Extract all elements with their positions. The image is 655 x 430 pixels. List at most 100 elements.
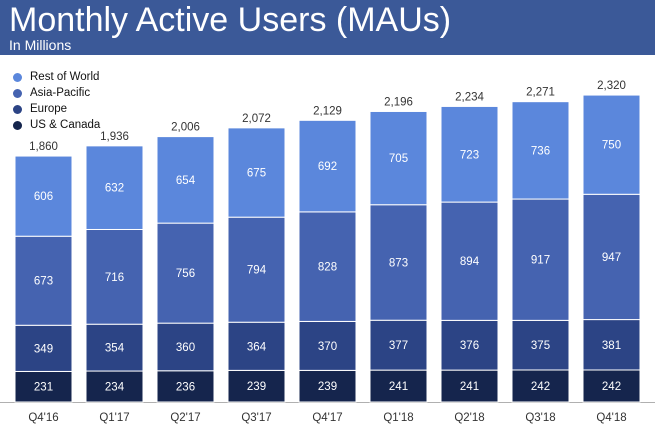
legend-swatch-europe xyxy=(13,104,22,114)
data-label: 236 xyxy=(176,381,195,393)
data-label: 675 xyxy=(247,168,266,180)
data-label: 239 xyxy=(247,381,266,393)
data-label: 716 xyxy=(105,272,124,284)
data-label: 376 xyxy=(460,340,479,352)
data-label: 364 xyxy=(247,341,267,353)
data-label: 654 xyxy=(176,175,196,187)
x-tick-label: Q4'16 xyxy=(28,412,58,424)
x-tick-label: Q2'17 xyxy=(170,412,200,424)
data-label: 606 xyxy=(34,191,53,203)
data-label: 632 xyxy=(105,183,124,195)
bar-segment-us-canada xyxy=(582,369,641,403)
data-label: 242 xyxy=(602,381,621,393)
bar-segment-europe xyxy=(298,320,357,371)
bar-segment-asia-pacific xyxy=(85,228,144,325)
total-label: 2,196 xyxy=(384,96,413,108)
data-label: 736 xyxy=(531,145,550,157)
bar-segment-rest-of-world xyxy=(298,119,357,213)
x-tick-label: Q3'17 xyxy=(241,412,271,424)
bar-segment-asia-pacific xyxy=(369,204,428,321)
page-title: Monthly Active Users (MAUs) xyxy=(9,1,452,39)
bar-segment-rest-of-world xyxy=(227,127,286,218)
data-label: 354 xyxy=(105,343,125,355)
data-label: 242 xyxy=(531,381,550,393)
data-label: 234 xyxy=(105,382,125,394)
legend-label: Rest of World xyxy=(30,71,100,83)
legend-label: Europe xyxy=(30,103,68,115)
x-tick-label: Q4'17 xyxy=(312,412,342,424)
data-label: 947 xyxy=(602,252,621,264)
bar-segment-europe xyxy=(369,319,428,371)
data-label: 231 xyxy=(34,382,53,394)
data-label: 894 xyxy=(460,256,480,268)
bar-segment-us-canada xyxy=(156,370,215,403)
data-label: 370 xyxy=(318,341,337,353)
legend-swatch-asia-pacific xyxy=(13,88,22,98)
bar-segment-rest-of-world xyxy=(440,105,499,203)
data-label: 692 xyxy=(318,161,337,173)
x-tick-label: Q1'17 xyxy=(99,412,129,424)
data-label: 750 xyxy=(602,140,621,152)
data-label: 377 xyxy=(389,340,408,352)
bar-segment-asia-pacific xyxy=(227,216,286,323)
bar-segment-asia-pacific xyxy=(14,235,73,326)
data-label: 873 xyxy=(389,257,408,269)
data-label: 381 xyxy=(602,340,621,352)
bar-segment-rest-of-world xyxy=(582,94,641,195)
data-label: 723 xyxy=(460,149,479,161)
data-label: 756 xyxy=(176,268,195,280)
legend-item-rest-of-world: Rest of World xyxy=(13,69,100,85)
data-label: 239 xyxy=(318,381,337,393)
legend-item-europe: Europe xyxy=(13,101,100,117)
x-tick-label: Q3'18 xyxy=(525,412,555,424)
legend-label: US & Canada xyxy=(30,119,101,131)
data-label: 828 xyxy=(318,262,337,274)
bar-segment-us-canada xyxy=(440,369,499,403)
data-label: 241 xyxy=(460,381,479,393)
total-label: 2,006 xyxy=(171,122,200,134)
data-label: 917 xyxy=(531,255,550,267)
data-label: 375 xyxy=(531,340,550,352)
legend-item-asia-pacific: Asia-Pacific xyxy=(13,85,100,101)
total-label: 1,936 xyxy=(100,131,129,143)
bar-segment-rest-of-world xyxy=(14,155,73,237)
bar-segment-rest-of-world xyxy=(369,110,428,206)
bar-segment-rest-of-world xyxy=(511,101,570,200)
data-label: 673 xyxy=(34,276,53,288)
total-label: 2,129 xyxy=(313,105,342,117)
legend-swatch-us-canada xyxy=(13,120,22,130)
legend-item-us-canada: US & Canada xyxy=(13,117,100,133)
data-label: 360 xyxy=(176,342,195,354)
bar-segment-us-canada xyxy=(298,369,357,403)
data-label: 705 xyxy=(389,153,408,165)
total-label: 2,072 xyxy=(242,113,271,125)
data-label: 349 xyxy=(34,343,53,355)
header-banner: Monthly Active Users (MAUs) In Millions xyxy=(0,0,655,55)
data-label: 794 xyxy=(247,265,267,277)
bar-segment-asia-pacific xyxy=(582,193,641,321)
bar-segment-asia-pacific xyxy=(156,222,215,324)
bar-segment-rest-of-world xyxy=(156,136,215,224)
total-label: 2,271 xyxy=(526,87,555,99)
chart-legend: Rest of World Asia-Pacific Europe US & C… xyxy=(13,69,100,133)
x-tick-label: Q1'18 xyxy=(383,412,413,424)
total-label: 1,860 xyxy=(29,141,58,153)
bar-segment-us-canada xyxy=(14,370,73,403)
bar-segment-asia-pacific xyxy=(298,211,357,322)
bar-segment-asia-pacific xyxy=(511,198,570,321)
x-tick-label: Q2'18 xyxy=(454,412,484,424)
bar-segment-asia-pacific xyxy=(440,201,499,321)
bar-segment-europe xyxy=(156,322,215,372)
bar-segment-europe xyxy=(582,319,641,371)
legend-label: Asia-Pacific xyxy=(30,87,91,99)
page-subtitle: In Millions xyxy=(9,37,72,53)
total-label: 2,320 xyxy=(597,80,626,92)
legend-swatch-rest-of-world xyxy=(13,72,22,82)
bar-segment-us-canada xyxy=(369,369,428,403)
bar-segment-europe xyxy=(440,319,499,371)
bar-segment-rest-of-world xyxy=(85,145,144,230)
total-label: 2,234 xyxy=(455,91,484,103)
bar-segment-europe xyxy=(85,323,144,372)
x-tick-label: Q4'18 xyxy=(596,412,626,424)
